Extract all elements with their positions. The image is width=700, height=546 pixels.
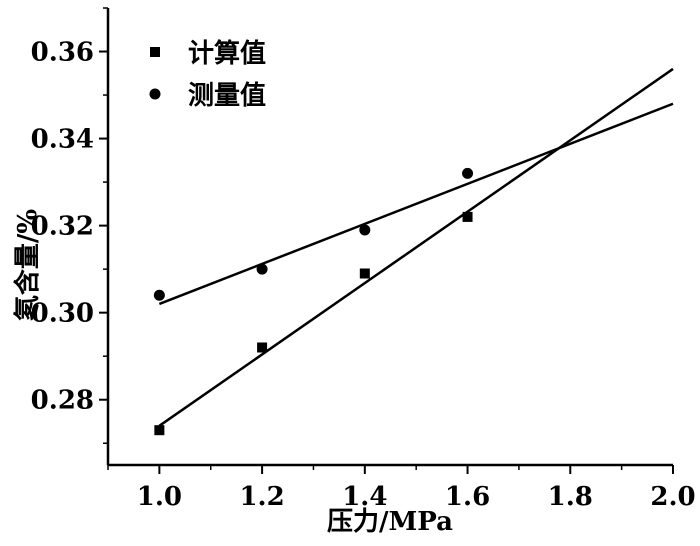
data-point-square xyxy=(257,342,268,353)
data-points xyxy=(153,167,474,436)
tick-labels: 1.0 1.2 1.4 1.6 1.8 2.0 0.28 0.30 0.32 0.34 0.36 xyxy=(31,38,696,512)
x-tick-label: 1.2 xyxy=(239,482,284,512)
x-tick-label: 2.0 xyxy=(650,482,695,512)
y-tick-label: 0.36 xyxy=(31,38,94,68)
x-tick-label: 1.6 xyxy=(445,482,490,512)
data-point-circle xyxy=(359,224,371,236)
x-tick-label: 1.4 xyxy=(342,482,387,512)
legend-label: 计算值 xyxy=(188,38,266,69)
fit-line-1 xyxy=(158,67,674,427)
fit-line-2 xyxy=(158,102,674,306)
x-tick-label: 1.0 xyxy=(137,482,182,512)
data-point-circle xyxy=(153,289,165,301)
data-point-square xyxy=(359,268,370,279)
data-point-circle xyxy=(256,263,268,275)
plot-axes xyxy=(99,7,674,474)
data-point-square xyxy=(462,211,473,222)
x-tick-label: 1.8 xyxy=(548,482,593,512)
x-axis-label: 压力/MPa xyxy=(327,507,453,537)
y-tick-label: 0.28 xyxy=(31,386,94,416)
legend-marker-circle xyxy=(149,88,161,100)
data-point-square xyxy=(154,425,165,436)
data-point-circle xyxy=(462,167,474,179)
y-tick-label: 0.32 xyxy=(31,212,94,242)
fit-lines xyxy=(158,67,674,427)
y-axis-label: 氡含量/% xyxy=(12,209,43,321)
legend-marker-square xyxy=(150,47,160,57)
y-tick-label: 0.34 xyxy=(31,125,94,155)
y-tick-label: 0.30 xyxy=(31,299,94,329)
legend-label: 测量值 xyxy=(188,81,266,111)
